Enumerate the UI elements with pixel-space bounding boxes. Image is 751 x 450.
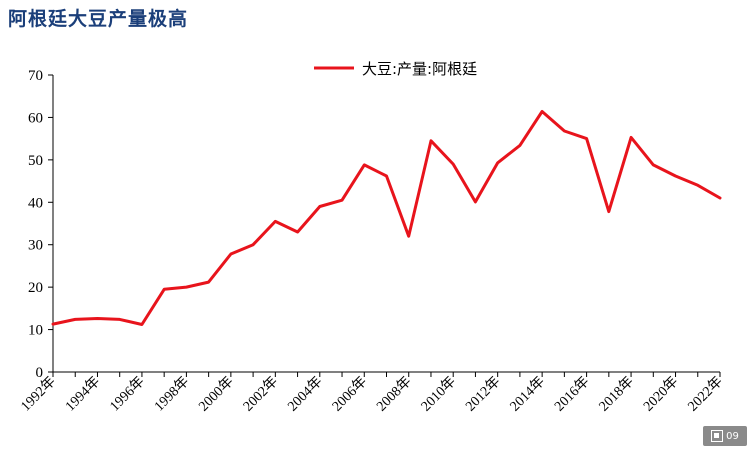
- y-tick-label: 20: [28, 280, 43, 296]
- chart-legend: 大豆:产量:阿根廷: [314, 60, 477, 78]
- x-tick-label: 1996年: [107, 374, 148, 415]
- page-title: 阿根廷大豆产量极高: [8, 8, 189, 30]
- x-axis-ticks: 1992年 1994年 1996年 1998年 2000年 2002年 2004年 2006年…: [18, 372, 726, 415]
- y-tick-label: 10: [28, 323, 43, 339]
- x-tick-label: 2006年: [329, 374, 370, 415]
- x-tick-label: 1998年: [151, 374, 192, 415]
- x-tick-label: 2014年: [507, 374, 548, 415]
- y-tick-label: 0: [36, 365, 44, 381]
- y-tick-label: 60: [28, 110, 43, 126]
- x-tick-label: 2000年: [196, 374, 237, 415]
- watermark-badge: 09: [703, 426, 747, 446]
- x-tick-label: 2016年: [551, 374, 592, 415]
- x-tick-label: 2018年: [596, 374, 637, 415]
- y-tick-label: 30: [28, 238, 43, 254]
- image-icon: [711, 430, 724, 442]
- legend-label: 大豆:产量:阿根廷: [362, 60, 477, 78]
- x-tick-label: 2002年: [240, 374, 281, 415]
- x-tick-label: 2020年: [640, 374, 681, 415]
- x-tick-label: 1994年: [62, 374, 103, 415]
- x-tick-label: 2008年: [374, 374, 415, 415]
- x-tick-label: 2012年: [462, 374, 503, 415]
- y-tick-label: 50: [28, 153, 43, 169]
- x-tick-label: 2022年: [685, 374, 726, 415]
- chart-axes: [52, 75, 720, 373]
- x-tick-label: 2004年: [285, 374, 326, 415]
- y-tick-label: 70: [28, 68, 43, 84]
- y-tick-label: 40: [28, 195, 43, 211]
- badge-text: 09: [726, 430, 739, 442]
- series-line: [51, 110, 722, 326]
- x-tick-label: 2010年: [418, 374, 459, 415]
- chart-series: [51, 110, 722, 326]
- y-axis-ticks: 0 10 20 30 40 50 60 70: [28, 68, 53, 381]
